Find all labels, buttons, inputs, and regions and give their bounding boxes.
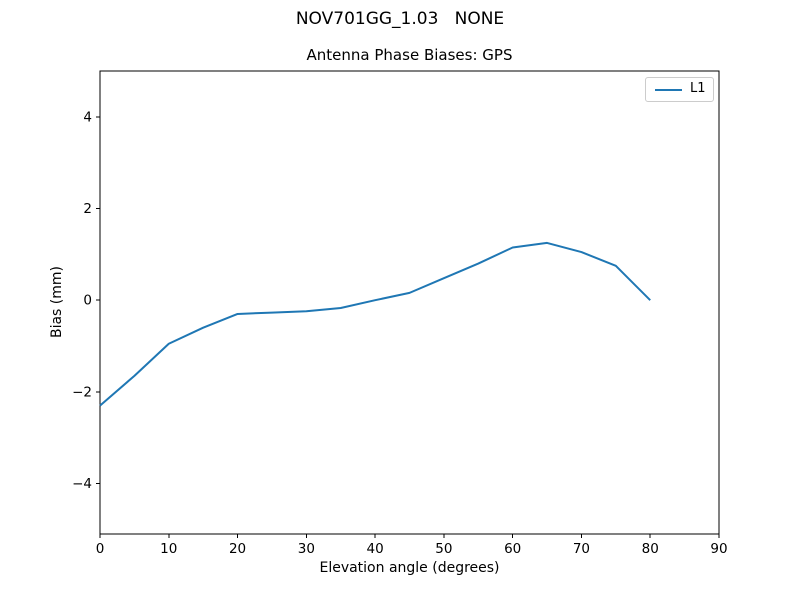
x-tick-label: 40 — [367, 541, 384, 557]
y-tick-label: 4 — [83, 109, 92, 125]
y-tick-label: 2 — [83, 201, 92, 217]
x-tick-label: 10 — [160, 541, 177, 557]
x-tick-label: 30 — [298, 541, 315, 557]
x-tick-label: 20 — [229, 541, 246, 557]
x-tick-label: 0 — [96, 541, 105, 557]
x-tick-label: 50 — [435, 541, 452, 557]
y-tick-label: 0 — [83, 293, 92, 309]
legend-series-label: L1 — [690, 81, 706, 96]
x-axis-label: Elevation angle (degrees) — [319, 560, 500, 576]
x-tick-label: 80 — [642, 541, 659, 557]
figure-suptitle: NOV701GG_1.03 NONE — [295, 9, 505, 29]
y-tick-label: −2 — [72, 384, 92, 400]
y-tick-label: −4 — [72, 476, 92, 492]
legend-line-sample — [655, 88, 682, 91]
x-tick-label: 70 — [573, 541, 590, 557]
legend: L1 — [645, 77, 714, 102]
y-axis-label: Bias (mm) — [49, 265, 65, 339]
series-line-L1 — [99, 241, 651, 407]
axes-spines — [99, 70, 720, 535]
x-tick-label: 60 — [504, 541, 521, 557]
axes-title: Antenna Phase Biases: GPS — [306, 46, 513, 64]
x-tick-label: 90 — [710, 541, 727, 557]
